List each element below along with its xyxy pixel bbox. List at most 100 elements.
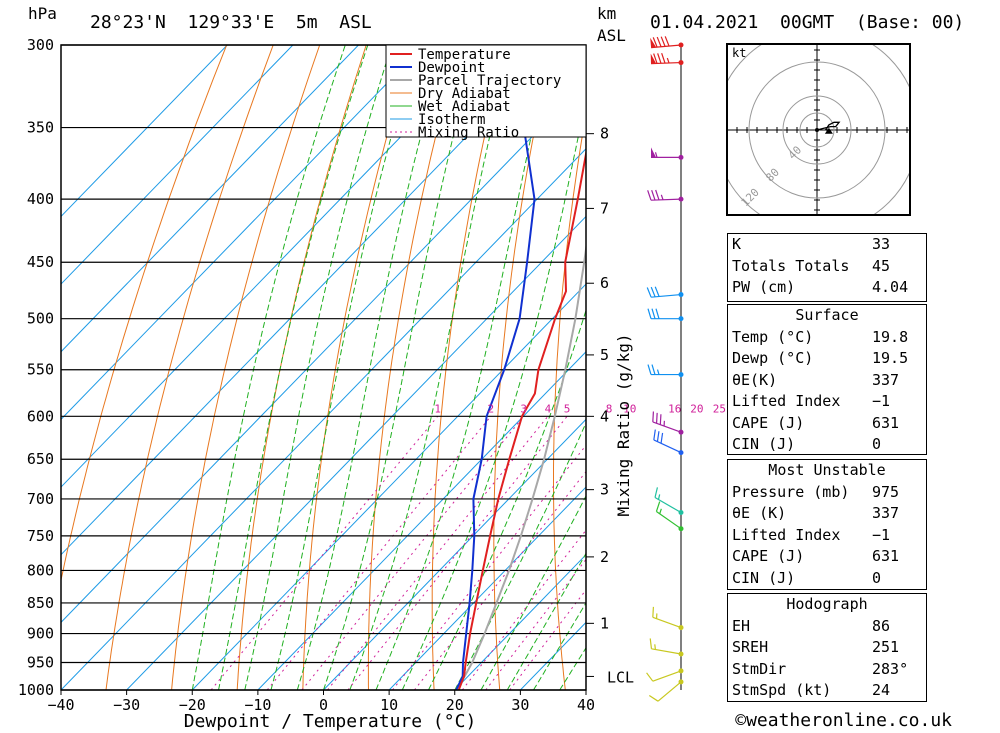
- location-title: 28°23'N 129°33'E 5m ASL: [90, 12, 372, 33]
- dry-adiabat-line: [971, 45, 1000, 690]
- table-row: Lifted Index −1: [728, 525, 926, 547]
- mu-value: −1: [872, 525, 891, 544]
- index-value-pw: 4.04: [872, 278, 909, 296]
- wind-barb-staff: [650, 198, 682, 201]
- wind-barb-feather: [646, 672, 654, 682]
- dry-adiabat-line: [553, 110, 586, 690]
- table-row: CIN (J) 0: [728, 568, 926, 590]
- isotherm-line: [323, 418, 586, 690]
- wind-barb: [652, 411, 684, 435]
- pressure-tick-label: 900: [27, 625, 54, 643]
- most-unstable-table-title: Most Unstable: [768, 461, 886, 479]
- pressure-tick-label: 300: [27, 36, 54, 54]
- dry-adiabat-line: [493, 45, 553, 690]
- pressure-tick-label: 400: [27, 190, 54, 208]
- x-tick-label: 40: [577, 696, 595, 714]
- isotherm-line: [61, 80, 586, 624]
- wind-barb-flag: [651, 147, 656, 158]
- wind-barb-half-feather: [657, 494, 661, 500]
- table-row: Lifted Index −1: [728, 391, 926, 413]
- wind-barb-feather: [647, 364, 652, 375]
- surface-value: 337: [872, 370, 900, 389]
- surface-value: 19.5: [872, 349, 909, 367]
- km-tick-label: 8: [600, 125, 609, 143]
- wind-barb-feather: [655, 308, 660, 319]
- pressure-tick-label: 950: [27, 654, 54, 672]
- wind-barb-feather: [656, 431, 660, 442]
- hodograph-trace: [816, 121, 841, 131]
- wind-barb-feather: [652, 411, 655, 422]
- wind-barb-feather: [653, 429, 656, 440]
- surface-table-title: Surface: [795, 306, 859, 324]
- wind-barb: [650, 53, 684, 66]
- table-row: Totals Totals 45: [728, 256, 926, 278]
- temperature-profile: [457, 148, 586, 690]
- wind-barb-feather: [648, 694, 659, 702]
- mixing-ratio-label: 16: [668, 402, 681, 415]
- wind-barb-feather: [647, 308, 652, 319]
- mixing-ratio-line: [301, 415, 525, 690]
- wind-barb-feather: [652, 606, 655, 618]
- pressure-tick-label: 750: [27, 527, 54, 545]
- wind-barb: [646, 286, 684, 298]
- mu-value: 0: [872, 568, 882, 587]
- hodo-key: StmSpd (kt): [732, 681, 832, 699]
- datetime-title: 01.04.2021 00GMT (Base: 00): [650, 12, 965, 33]
- wind-barb-feather: [657, 53, 662, 64]
- wind-barb-staff: [652, 616, 682, 629]
- table-row: CAPE (J) 631: [728, 546, 926, 568]
- table-row: θE (K) 337: [728, 503, 926, 525]
- wind-barb-feather: [647, 190, 652, 201]
- wind-barb-flag: [650, 37, 657, 48]
- pressure-tick-label: 350: [27, 119, 54, 137]
- mixing-ratio-label: 2: [487, 402, 494, 415]
- isotherm-line: [61, 45, 425, 421]
- mixing-ratio-line: [414, 470, 586, 690]
- pressure-unit-label: hPa: [28, 4, 57, 23]
- wind-barb-feather: [651, 308, 656, 319]
- surface-key: θE(K): [732, 370, 778, 389]
- wet-adiabat-line: [506, 552, 586, 690]
- surface-key: Dewp (°C): [732, 349, 814, 367]
- index-key-pw: PW (cm): [732, 278, 796, 296]
- x-tick-label: 20: [446, 696, 464, 714]
- table-row: CAPE (J) 631: [728, 413, 926, 435]
- wind-barb-feather: [654, 487, 659, 498]
- wind-barb: [654, 487, 684, 516]
- mixing-ratio-label: 8: [606, 402, 613, 415]
- mu-key: CIN (J): [732, 568, 796, 587]
- wind-barb-feather: [656, 36, 662, 47]
- copyright-footer: ©weatheronline.co.uk: [735, 710, 952, 731]
- surface-key: CAPE (J): [732, 413, 805, 432]
- height-unit-asl-label: ASL: [597, 26, 626, 45]
- wet-adiabat-line: [296, 45, 446, 690]
- dewpoint-profile: [455, 45, 536, 690]
- mu-key: Lifted Index: [732, 525, 841, 544]
- wet-adiabat-line: [401, 97, 586, 690]
- wind-barb-staff: [652, 421, 682, 433]
- mixing-ratio-line: [485, 558, 586, 690]
- wet-adiabat-line: [480, 494, 586, 690]
- hodograph-ring: [748, 61, 886, 199]
- wind-barb-feather: [650, 286, 656, 298]
- mixing-ratio-label: 1: [434, 402, 441, 415]
- lcl-label: LCL: [607, 668, 634, 686]
- mixing-ratio-label: 3: [520, 402, 527, 415]
- km-tick-label: 3: [600, 481, 609, 499]
- mu-key: Pressure (mb): [732, 482, 850, 501]
- hodograph-table-title: Hodograph: [786, 595, 868, 613]
- wind-barb-staff: [650, 61, 682, 65]
- legend-label-mixing-ratio: Mixing Ratio: [418, 125, 519, 141]
- wind-barb-feather: [655, 412, 658, 424]
- table-row: PW (cm) 4.04: [728, 277, 926, 299]
- wind-barb-feather: [646, 287, 652, 298]
- pressure-tick-label: 850: [27, 594, 54, 612]
- wind-barb-half-feather: [660, 194, 664, 200]
- hodograph-storm-motion-marker: [824, 127, 833, 134]
- mu-key: CAPE (J): [732, 547, 805, 565]
- isotherm-line: [61, 45, 294, 285]
- legend-label-dewpoint: Dewpoint: [418, 60, 485, 76]
- wind-barb: [649, 638, 684, 657]
